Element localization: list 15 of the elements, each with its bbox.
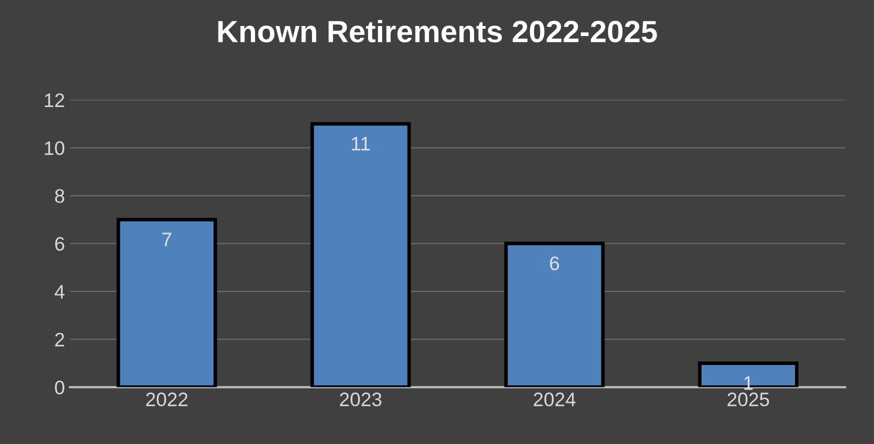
- chart-title: Known Retirements 2022-2025: [218, 20, 657, 42]
- x-tick-label: 2025: [728, 392, 770, 406]
- data-label: 7: [162, 232, 172, 246]
- x-tick-label: 2024: [534, 392, 576, 406]
- data-label: 6: [550, 256, 559, 270]
- y-tick-label: 4: [54, 285, 64, 298]
- y-tick-label: 6: [55, 237, 64, 251]
- x-tick-label: 2023: [340, 392, 382, 406]
- y-tick-label: 2: [55, 332, 64, 346]
- data-label: 11: [352, 136, 370, 150]
- y-tick-label: 10: [44, 141, 64, 156]
- x-tick-label: 2022: [146, 392, 188, 406]
- y-tick-label: 0: [55, 380, 64, 394]
- y-tick-label: 12: [44, 93, 64, 107]
- y-tick-label: 8: [55, 189, 64, 203]
